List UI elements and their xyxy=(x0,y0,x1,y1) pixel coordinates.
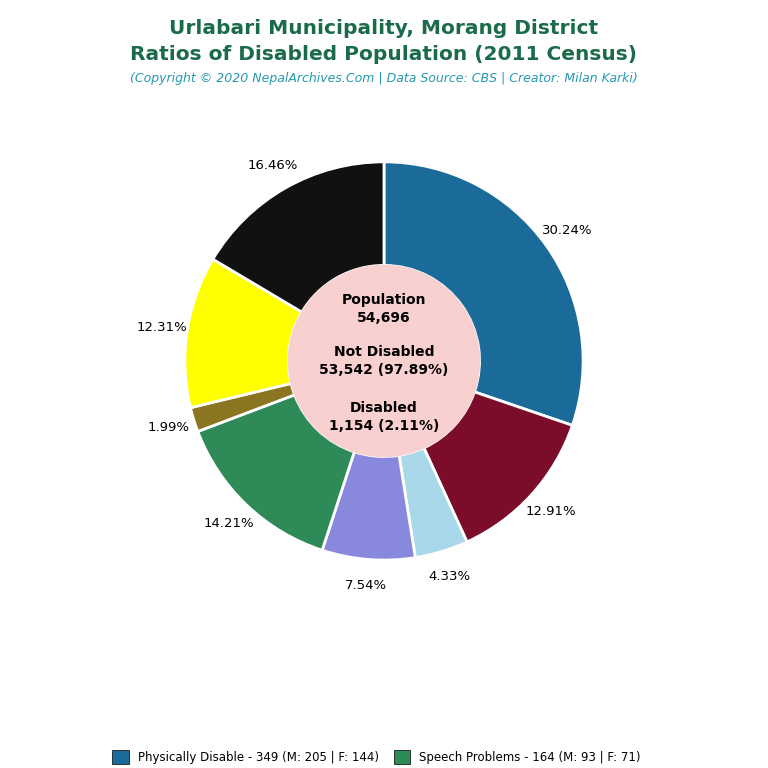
Text: 1.99%: 1.99% xyxy=(148,421,190,434)
Text: 12.91%: 12.91% xyxy=(525,505,576,518)
Wedge shape xyxy=(190,383,295,432)
Wedge shape xyxy=(424,392,572,542)
Text: 14.21%: 14.21% xyxy=(204,517,254,530)
Text: Disabled
1,154 (2.11%): Disabled 1,154 (2.11%) xyxy=(329,400,439,433)
Text: 4.33%: 4.33% xyxy=(428,570,470,583)
Wedge shape xyxy=(213,162,384,312)
Wedge shape xyxy=(322,452,415,560)
Text: Population
54,696: Population 54,696 xyxy=(342,293,426,326)
Text: 16.46%: 16.46% xyxy=(247,159,298,172)
Text: Ratios of Disabled Population (2011 Census): Ratios of Disabled Population (2011 Cens… xyxy=(131,45,637,64)
Text: (Copyright © 2020 NepalArchives.Com | Data Source: CBS | Creator: Milan Karki): (Copyright © 2020 NepalArchives.Com | Da… xyxy=(130,72,638,85)
Wedge shape xyxy=(399,448,467,558)
Text: 12.31%: 12.31% xyxy=(136,321,187,334)
Wedge shape xyxy=(198,395,354,550)
Text: 7.54%: 7.54% xyxy=(345,579,387,592)
Circle shape xyxy=(289,266,479,456)
Legend: Physically Disable - 349 (M: 205 | F: 144), Blind Only - 190 (M: 92 | F: 98), De: Physically Disable - 349 (M: 205 | F: 14… xyxy=(112,750,656,768)
Text: Urlabari Municipality, Morang District: Urlabari Municipality, Morang District xyxy=(170,19,598,38)
Wedge shape xyxy=(384,162,583,425)
Text: Not Disabled
53,542 (97.89%): Not Disabled 53,542 (97.89%) xyxy=(319,345,449,377)
Text: 30.24%: 30.24% xyxy=(541,223,592,237)
Wedge shape xyxy=(185,259,302,408)
